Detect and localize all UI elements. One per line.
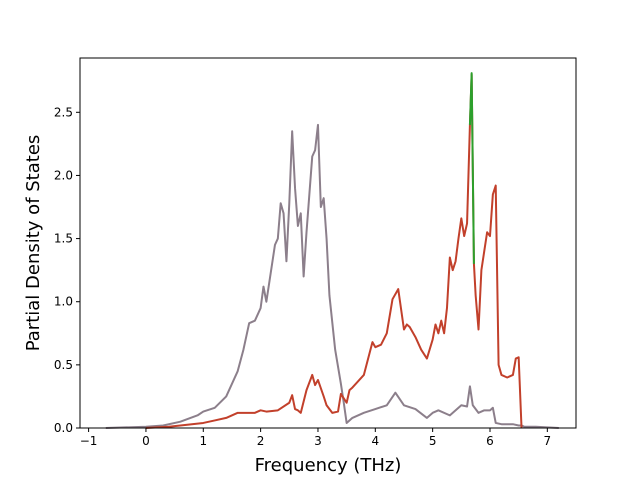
series-line-2 [145, 73, 523, 429]
y-tick-label: 1.5 [54, 232, 73, 246]
x-tick-label: 7 [544, 434, 552, 448]
y-ticks: 0.0 0.5 1.0 1.5 2.0 2.5 [54, 105, 80, 435]
series-line-1 [105, 123, 559, 429]
x-tick-label: 1 [199, 434, 207, 448]
y-tick-label: 2.0 [54, 168, 73, 182]
x-tick-label: 4 [371, 434, 379, 448]
y-axis-label: Partial Density of States [23, 135, 44, 352]
series-line-3 [468, 72, 475, 264]
x-tick-label: 2 [257, 434, 265, 448]
x-tick-label: 5 [429, 434, 437, 448]
x-tick-label: 0 [142, 434, 150, 448]
x-ticks: −1 0 1 2 3 4 5 6 7 [80, 428, 551, 448]
axes-frame [79, 57, 577, 429]
x-tick-label: 3 [314, 434, 322, 448]
x-tick-label: −1 [80, 434, 98, 448]
y-tick-label: 0.0 [54, 421, 73, 435]
y-tick-label: 0.5 [54, 358, 73, 372]
x-axis-label: Frequency (THz) [255, 455, 402, 476]
y-tick-label: 1.0 [54, 295, 73, 309]
x-tick-label: 6 [486, 434, 494, 448]
plot-lines [105, 72, 559, 429]
y-tick-label: 2.5 [54, 105, 73, 119]
